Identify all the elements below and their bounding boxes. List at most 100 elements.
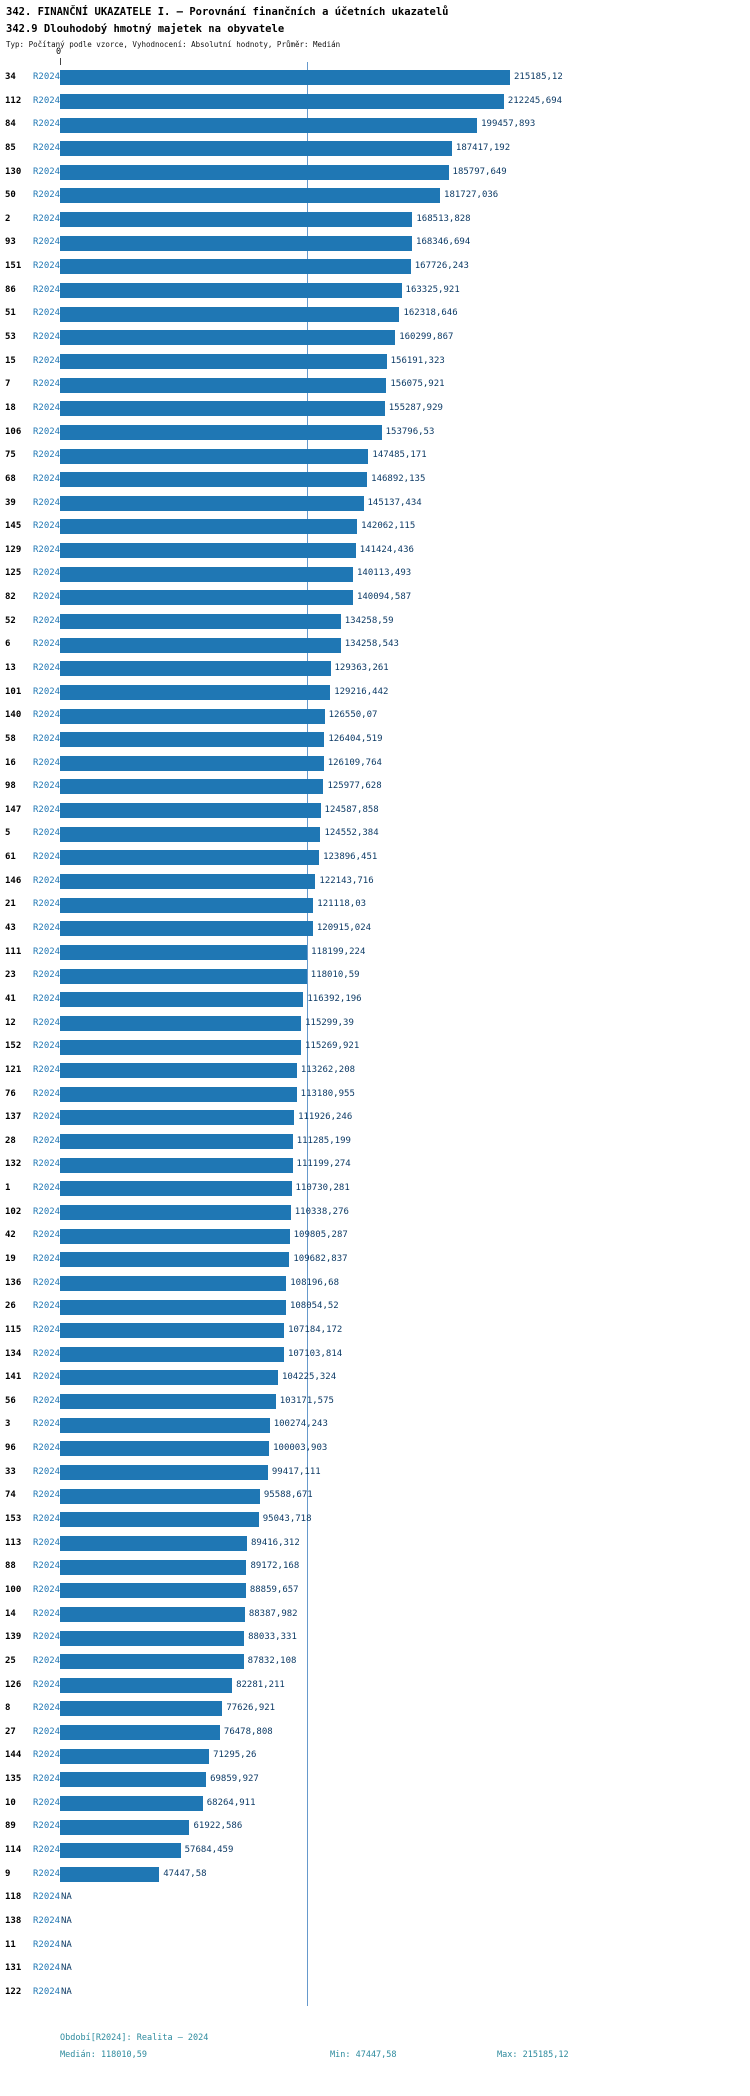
bar-row: 100 R2024 88859,657 xyxy=(0,1579,750,1603)
bar-value-label: 87832,108 xyxy=(247,1655,297,1666)
row-id-label: 85 xyxy=(5,142,16,153)
bar-value-label: 115269,921 xyxy=(305,1041,360,1052)
bar-value-label: 118199,224 xyxy=(311,946,366,957)
value-bar xyxy=(60,803,321,819)
bar-row: 51 R2024 162318,646 xyxy=(0,302,750,326)
bar-value-label: 160299,867 xyxy=(399,332,454,343)
bar-value-label: 140113,493 xyxy=(357,568,412,579)
page-subtitle: 342.9 Dlouhodobý hmotný majetek na obyva… xyxy=(6,23,285,35)
row-id-label: 52 xyxy=(5,615,16,626)
series-label: R2024 xyxy=(33,166,61,177)
row-id-label: 7 xyxy=(5,379,11,390)
row-id-label: 28 xyxy=(5,1135,16,1146)
series-label: R2024 xyxy=(33,1939,61,1950)
series-label: R2024 xyxy=(33,1561,61,1572)
series-label: R2024 xyxy=(33,1254,61,1264)
value-bar xyxy=(60,424,382,440)
value-bar xyxy=(60,1275,287,1291)
bar-value-label: 116392,196 xyxy=(307,993,362,1004)
row-id-label: 13 xyxy=(5,663,16,673)
bar-value-label: 153796,53 xyxy=(385,426,435,437)
row-id-label: 118 xyxy=(5,1892,22,1903)
series-label: R2024 xyxy=(33,261,61,272)
bar-row: 98 R2024 125977,628 xyxy=(0,775,750,799)
value-bar xyxy=(60,1748,210,1764)
bar-value-label: 108196,68 xyxy=(290,1277,340,1288)
value-bar xyxy=(60,897,314,913)
value-bar xyxy=(60,614,341,630)
value-bar xyxy=(60,779,324,795)
bar-value-label: 125977,628 xyxy=(327,781,382,792)
bar-row: 113 R2024 89416,312 xyxy=(0,1532,750,1556)
value-bar xyxy=(60,472,368,488)
bar-row: 7 R2024 156075,921 xyxy=(0,373,750,397)
row-id-label: 42 xyxy=(5,1230,16,1241)
page-title: 342. FINANČNÍ UKAZATELE I. — Porovnání f… xyxy=(6,6,449,18)
series-label: R2024 xyxy=(33,213,61,224)
series-label: R2024 xyxy=(33,1372,61,1383)
series-label: R2024 xyxy=(33,1183,61,1194)
value-bar xyxy=(60,401,385,417)
bar-row: 16 R2024 126109,764 xyxy=(0,752,750,776)
series-label: R2024 xyxy=(33,970,61,981)
na-value-label: NA xyxy=(61,1986,72,1997)
bar-row: 3 R2024 100274,243 xyxy=(0,1413,750,1437)
value-bar xyxy=(60,1630,245,1646)
row-id-label: 134 xyxy=(5,1348,22,1359)
bar-value-label: 134258,59 xyxy=(344,615,394,626)
bar-value-label: 111285,199 xyxy=(296,1135,351,1146)
row-id-label: 112 xyxy=(5,95,22,106)
series-label: R2024 xyxy=(33,1348,61,1359)
series-label: R2024 xyxy=(33,1064,61,1075)
bar-value-label: 110338,276 xyxy=(294,1206,349,1217)
value-bar xyxy=(60,377,387,393)
series-label: R2024 xyxy=(33,1608,61,1619)
series-label: R2024 xyxy=(33,1963,61,1974)
value-bar xyxy=(60,117,478,133)
value-bar xyxy=(60,1181,292,1197)
series-label: R2024 xyxy=(33,1301,61,1312)
bar-row: 118 R2024 NA xyxy=(0,1886,750,1910)
bar-value-label: 113262,208 xyxy=(300,1064,356,1075)
row-id-label: 146 xyxy=(5,875,22,886)
row-id-label: 98 xyxy=(5,781,16,792)
bar-value-label: 162318,646 xyxy=(403,308,458,319)
series-label: R2024 xyxy=(33,1679,61,1690)
bar-value-label: 88859,657 xyxy=(249,1584,299,1595)
bar-value-label: 95043,718 xyxy=(262,1514,312,1525)
bar-row: 14 R2024 88387,982 xyxy=(0,1603,750,1627)
value-bar xyxy=(60,1346,284,1362)
bar-value-label: 107103,814 xyxy=(287,1348,343,1359)
bar-value-label: 61922,586 xyxy=(193,1821,243,1832)
row-id-label: 132 xyxy=(5,1159,22,1170)
value-bar xyxy=(60,93,504,109)
row-id-label: 106 xyxy=(5,426,22,437)
row-id-label: 115 xyxy=(5,1324,22,1335)
value-bar xyxy=(60,212,413,228)
series-label: R2024 xyxy=(33,1584,61,1595)
bar-value-label: 104225,324 xyxy=(281,1372,337,1383)
series-label: R2024 xyxy=(33,663,61,673)
series-label: R2024 xyxy=(33,1632,61,1643)
row-id-label: 53 xyxy=(5,332,16,343)
row-id-label: 25 xyxy=(5,1655,16,1666)
bar-row: 121 R2024 113262,208 xyxy=(0,1059,750,1083)
bar-row: 2 R2024 168513,828 xyxy=(0,208,750,232)
bar-value-label: 215185,12 xyxy=(514,72,563,82)
series-label: R2024 xyxy=(33,615,61,626)
bar-row: 75 R2024 147485,171 xyxy=(0,444,750,468)
median-reference-line xyxy=(306,62,308,2006)
bar-row: 102 R2024 110338,276 xyxy=(0,1201,750,1225)
bar-row: 8 R2024 77626,921 xyxy=(0,1697,750,1721)
bar-value-label: 156191,323 xyxy=(390,355,445,366)
bar-value-label: 99417,111 xyxy=(271,1466,321,1477)
bar-value-label: 120915,024 xyxy=(316,923,372,934)
series-label: R2024 xyxy=(33,1443,61,1454)
bar-value-label: 140094,587 xyxy=(356,592,412,603)
series-label: R2024 xyxy=(33,379,61,390)
row-id-label: 86 xyxy=(5,284,16,295)
bar-row: 88 R2024 89172,168 xyxy=(0,1555,750,1579)
value-bar xyxy=(60,1110,295,1126)
value-bar xyxy=(60,1157,293,1173)
bar-value-label: 129216,442 xyxy=(334,686,389,697)
